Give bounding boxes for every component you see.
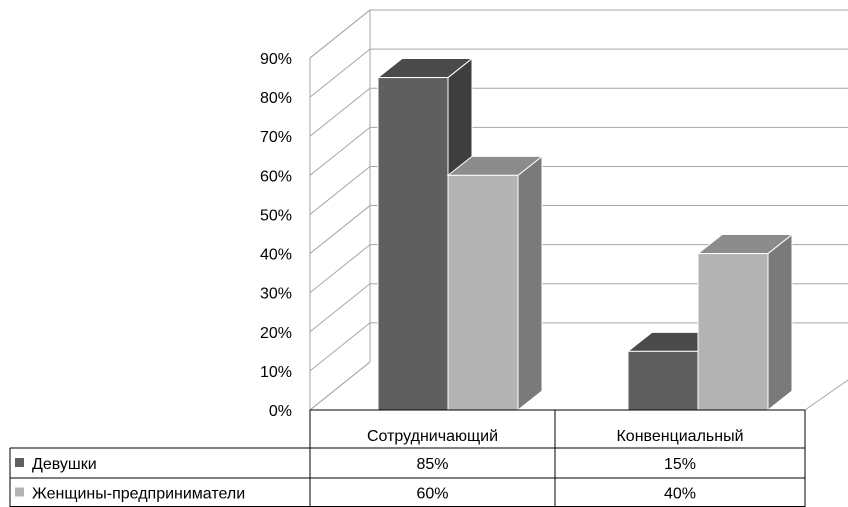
bars-layer	[376, 57, 794, 412]
data-table: Сотрудничающий Конвенциальный Девушки 85% 15…	[9, 409, 806, 507]
data-value: 60%	[416, 486, 448, 503]
y-tick-label: 30%	[260, 286, 292, 303]
gridline	[309, 126, 848, 176]
bar-side	[767, 233, 793, 412]
bar-front	[447, 174, 519, 411]
category-label: Сотрудничающий	[367, 428, 498, 445]
y-axis-ticks: 0% 10% 20% 30% 40% 50% 60% 70% 80% 90%	[260, 51, 292, 420]
series-name: Девушки	[32, 456, 97, 473]
bar-front	[627, 350, 699, 411]
gridline	[309, 9, 848, 59]
bar-front	[377, 77, 449, 411]
grid-layer	[309, 8, 848, 412]
gridline	[309, 322, 848, 372]
bar-zhenshchiny-konventsialnyy	[696, 233, 794, 412]
y-tick-label: 60%	[260, 168, 292, 185]
y-tick-label: 90%	[260, 51, 292, 68]
legend-swatch	[15, 458, 24, 467]
data-value: 40%	[664, 486, 696, 503]
data-value: 85%	[416, 456, 448, 473]
gridline	[309, 87, 848, 137]
y-tick-label: 10%	[260, 364, 292, 381]
gridline	[309, 205, 848, 254]
series-name: Женщины-предприниматели	[32, 486, 245, 503]
y-tick-label: 40%	[260, 247, 292, 264]
gridline	[309, 283, 848, 333]
bar-side	[517, 155, 543, 412]
side-wall	[309, 8, 371, 412]
y-tick-label: 0%	[269, 403, 292, 420]
y-tick-label: 20%	[260, 325, 292, 342]
bar-zhenshchiny-sotrudnichayushchiy	[446, 155, 544, 412]
gridline	[309, 244, 848, 294]
y-tick-label: 70%	[260, 129, 292, 146]
y-tick-label: 80%	[260, 90, 292, 107]
y-tick-label: 50%	[260, 207, 292, 224]
bar-front	[697, 253, 769, 411]
legend-swatch	[15, 487, 24, 497]
gridline	[309, 48, 848, 98]
category-label: Конвенциальный	[616, 428, 743, 445]
gridline	[309, 165, 848, 215]
data-value: 15%	[664, 456, 696, 473]
